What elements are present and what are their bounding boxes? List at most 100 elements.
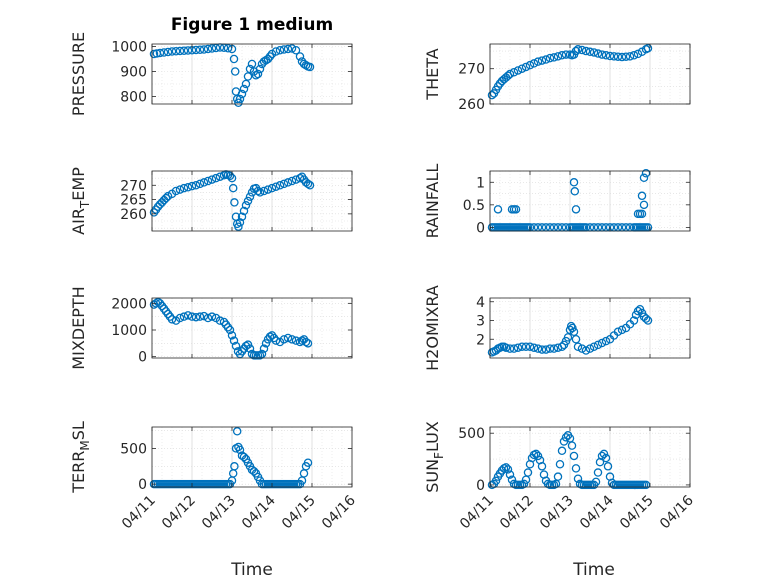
y-axis-label: TERRMSL (69, 421, 92, 494)
data-point (207, 44, 217, 53)
data-point (589, 48, 599, 57)
data-point (207, 175, 217, 184)
data-point (231, 341, 241, 351)
y-axis-label-main: AIR (69, 208, 88, 235)
data-point (291, 336, 301, 345)
data-point (245, 192, 255, 201)
data-point (301, 337, 311, 347)
y-axis-label-suffix: SL (69, 421, 88, 440)
data-point (159, 48, 169, 57)
data-point (239, 206, 249, 216)
data-point (557, 51, 567, 60)
data-point (271, 182, 281, 191)
data-point (259, 344, 269, 353)
y-axis-label-main: THETA (423, 48, 442, 100)
data-point (187, 181, 197, 191)
data-point (253, 69, 263, 79)
data-point (601, 51, 611, 60)
x-tick-label: 04/13 (199, 493, 239, 533)
data-point (237, 89, 247, 99)
data-point (531, 449, 541, 459)
data-point (279, 179, 289, 189)
data-point (563, 333, 573, 342)
y-tick-label: 0 (476, 478, 485, 494)
data-point (203, 313, 213, 323)
data-point (597, 50, 607, 59)
data-point (557, 446, 567, 456)
data-point (509, 67, 519, 77)
y-tick-label: 0.5 (463, 198, 485, 214)
data-point (211, 43, 221, 53)
data-point (241, 201, 251, 210)
data-point (243, 72, 253, 81)
data-point (255, 64, 265, 74)
data-point (593, 340, 603, 350)
data-point (283, 333, 293, 343)
subplot-terrsl: 04/11 04/12 04/13 04/14 04/15 04/16 0 500 TERRMS… (69, 421, 359, 532)
data-point (505, 344, 515, 353)
data-point (591, 477, 601, 487)
data-point (569, 178, 579, 187)
y-tick-label: 1000 (111, 40, 147, 56)
data-point (523, 468, 533, 477)
data-point (569, 327, 579, 336)
data-point (191, 45, 201, 55)
data-point (573, 45, 583, 54)
data-point (571, 46, 581, 56)
data-point (511, 205, 521, 214)
data-point (585, 47, 595, 57)
data-point (571, 205, 581, 214)
data-point (295, 52, 305, 61)
subplot-pressure: 800 900 1000 PRESSURE (69, 32, 353, 116)
data-point (235, 218, 245, 227)
data-point (519, 479, 529, 489)
axes-box (489, 43, 691, 105)
data-point (225, 325, 235, 335)
data-point (569, 451, 579, 461)
x-tick-label: 04/12 (497, 493, 537, 533)
y-axis-label: THETA (423, 48, 442, 100)
data-point (271, 47, 281, 56)
data-point (557, 342, 567, 351)
data-point (577, 45, 587, 55)
data-point (175, 185, 185, 194)
data-point (505, 69, 515, 79)
data-point (241, 79, 251, 89)
data-point (525, 60, 535, 70)
data-point (183, 183, 193, 192)
data-point (503, 71, 513, 81)
data-point (303, 339, 313, 348)
data-point (271, 336, 281, 345)
data-point (232, 427, 242, 436)
data-point (191, 181, 201, 190)
data-point (234, 222, 243, 231)
data-point (199, 311, 209, 321)
data-point (199, 178, 209, 187)
axes-box (489, 170, 691, 232)
data-point (191, 312, 201, 322)
data-point (581, 346, 591, 355)
data-point (493, 205, 503, 214)
data-point (561, 433, 571, 442)
data-point (593, 49, 603, 58)
data-point (235, 445, 245, 455)
data-point (549, 344, 559, 353)
data-point (183, 46, 193, 55)
data-point (507, 475, 517, 485)
data-point (301, 61, 311, 70)
y-tick-label: 270 (458, 62, 485, 78)
subplot-sunlux: 04/11 04/12 04/13 04/14 04/15 04/16 0 500 SUNFLU… (423, 421, 697, 532)
y-tick-label: 260 (458, 97, 485, 113)
data-point (287, 176, 297, 186)
y-axis-label: SUNFLUX (423, 421, 446, 493)
data-point (545, 344, 555, 353)
y-axis-label: AIRTEMP (69, 167, 92, 235)
data-point (613, 52, 623, 61)
data-point (555, 459, 565, 469)
data-point (155, 48, 165, 58)
data-point (521, 62, 531, 72)
y-tick-label: 0 (138, 477, 147, 493)
data-point (179, 312, 189, 321)
